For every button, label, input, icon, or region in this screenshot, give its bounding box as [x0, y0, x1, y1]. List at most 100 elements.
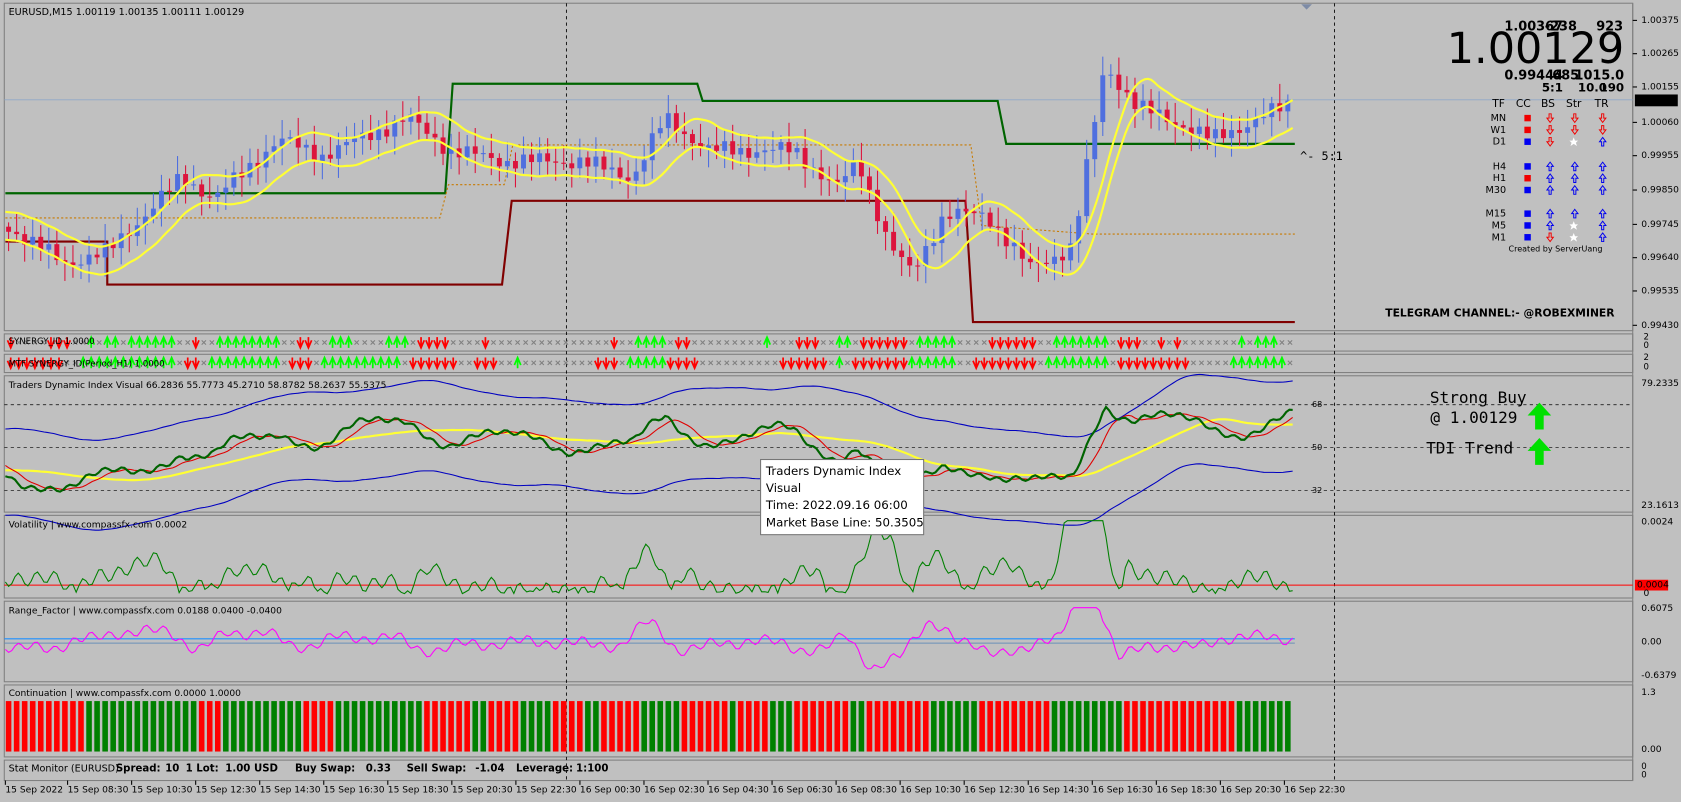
time-label: 16 Sep 18:30 [1156, 786, 1217, 796]
current-price-label: 1.00129 [1638, 96, 1676, 106]
continuation-bar [37, 701, 44, 752]
neutral-mark [981, 339, 987, 346]
candle-body [432, 133, 438, 138]
continuation-bar [303, 701, 310, 752]
sell-arrow [1117, 357, 1126, 371]
buy-arrow [167, 334, 176, 348]
sell-arrow [1004, 357, 1013, 371]
sell-arrow [1165, 357, 1174, 371]
candle-body [78, 264, 84, 266]
continuation-bar [754, 701, 760, 752]
sell-arrow [1173, 357, 1182, 371]
candle-body [1116, 74, 1122, 90]
candle-body [593, 156, 599, 167]
info-text: 1015.0 [1575, 69, 1625, 84]
info-text: -238 [1545, 19, 1577, 34]
buy-arrow [1245, 355, 1254, 369]
candle-body [376, 129, 382, 141]
continuation-bar [440, 701, 446, 752]
sell-arrow [1028, 357, 1037, 371]
indicator-panel [3, 600, 1634, 683]
tooltip-box [760, 458, 925, 536]
signal-arrow [1527, 438, 1552, 465]
neutral-mark [289, 339, 295, 346]
range-factor-line [4, 607, 1294, 670]
sell-arrow [682, 357, 691, 371]
scale-label: 0 [1641, 762, 1646, 772]
continuation-bar [279, 701, 285, 752]
band-lower [5, 105, 1294, 276]
scale-label: 0.00 [1641, 638, 1661, 648]
neutral-mark [1150, 339, 1156, 346]
sell-arrow [875, 337, 884, 351]
continuation-bar [158, 701, 165, 752]
continuation-bar [134, 701, 141, 752]
continuation-bar [231, 701, 237, 752]
info-text: 5:1 [1542, 81, 1563, 95]
buy-arrow [103, 355, 112, 369]
sell-arrow [988, 357, 997, 371]
candle-body [287, 137, 293, 139]
buy-arrow [1076, 355, 1085, 369]
trend-arrow [1570, 161, 1579, 172]
candle-body [665, 113, 671, 129]
trend-arrow [1545, 208, 1555, 219]
candle-body [730, 141, 736, 155]
trend-arrow [1570, 173, 1579, 183]
scale-label: 79.2335 [1641, 379, 1679, 389]
neutral-mark [531, 360, 537, 366]
neutral-mark [1110, 360, 1116, 366]
continuation-bar [295, 701, 302, 752]
time-label: 15 Sep 12:30 [196, 786, 257, 796]
symbol-info[interactable]: EURUSD,M15 1.00119 1.00135 1.00111 1.001… [9, 7, 245, 18]
continuation-bar [601, 701, 607, 752]
buy-arrow [763, 334, 772, 348]
sell-arrow [1157, 357, 1166, 371]
continuation-bar [327, 701, 334, 752]
time-label: 16 Sep 16:30 [1092, 786, 1153, 796]
continuation-bar [745, 701, 752, 752]
buy-arrow [1076, 334, 1085, 348]
buy-arrow [1084, 355, 1093, 369]
neutral-mark [120, 339, 126, 346]
sell-arrow [867, 337, 876, 351]
buy-arrow [1253, 355, 1262, 369]
buy-arrow [336, 334, 345, 348]
buy-arrow [642, 355, 651, 369]
candle-body [215, 192, 221, 197]
neutral-mark [595, 339, 601, 346]
candle-body [633, 171, 639, 181]
candle-body [706, 145, 712, 148]
candle-body [1052, 256, 1057, 264]
neutral-mark [547, 339, 553, 346]
buy-arrow [1237, 334, 1246, 348]
candle-body [167, 190, 172, 192]
buy-arrow [1269, 355, 1278, 369]
trend-arrow [1598, 232, 1607, 243]
buy-arrow [392, 355, 401, 369]
continuation-bar [1212, 701, 1219, 752]
neutral-mark [619, 339, 625, 346]
candle-body [368, 132, 374, 141]
sell-arrow [433, 357, 442, 371]
neutral-mark [507, 339, 513, 346]
sell-arrow [1125, 337, 1134, 351]
neutral-mark [539, 339, 545, 346]
candle-body [1100, 75, 1106, 123]
candle-body [1164, 109, 1170, 123]
sell-arrow [1149, 357, 1158, 371]
candle-body [1011, 242, 1017, 247]
sell-arrow [6, 357, 15, 371]
buy-arrow [143, 334, 152, 348]
sell-arrow [795, 357, 804, 371]
neutral-mark [740, 339, 746, 346]
continuation-bar [86, 701, 92, 752]
time-label: 16 Sep 08:30 [836, 786, 897, 796]
candle-body [545, 153, 551, 162]
continuation-bar [842, 701, 849, 752]
buy-arrow [344, 355, 353, 369]
price-label: 0.99955 [1641, 151, 1679, 161]
sell-arrow [481, 337, 490, 351]
neutral-mark [1223, 339, 1229, 346]
continuation-bar [367, 701, 374, 752]
